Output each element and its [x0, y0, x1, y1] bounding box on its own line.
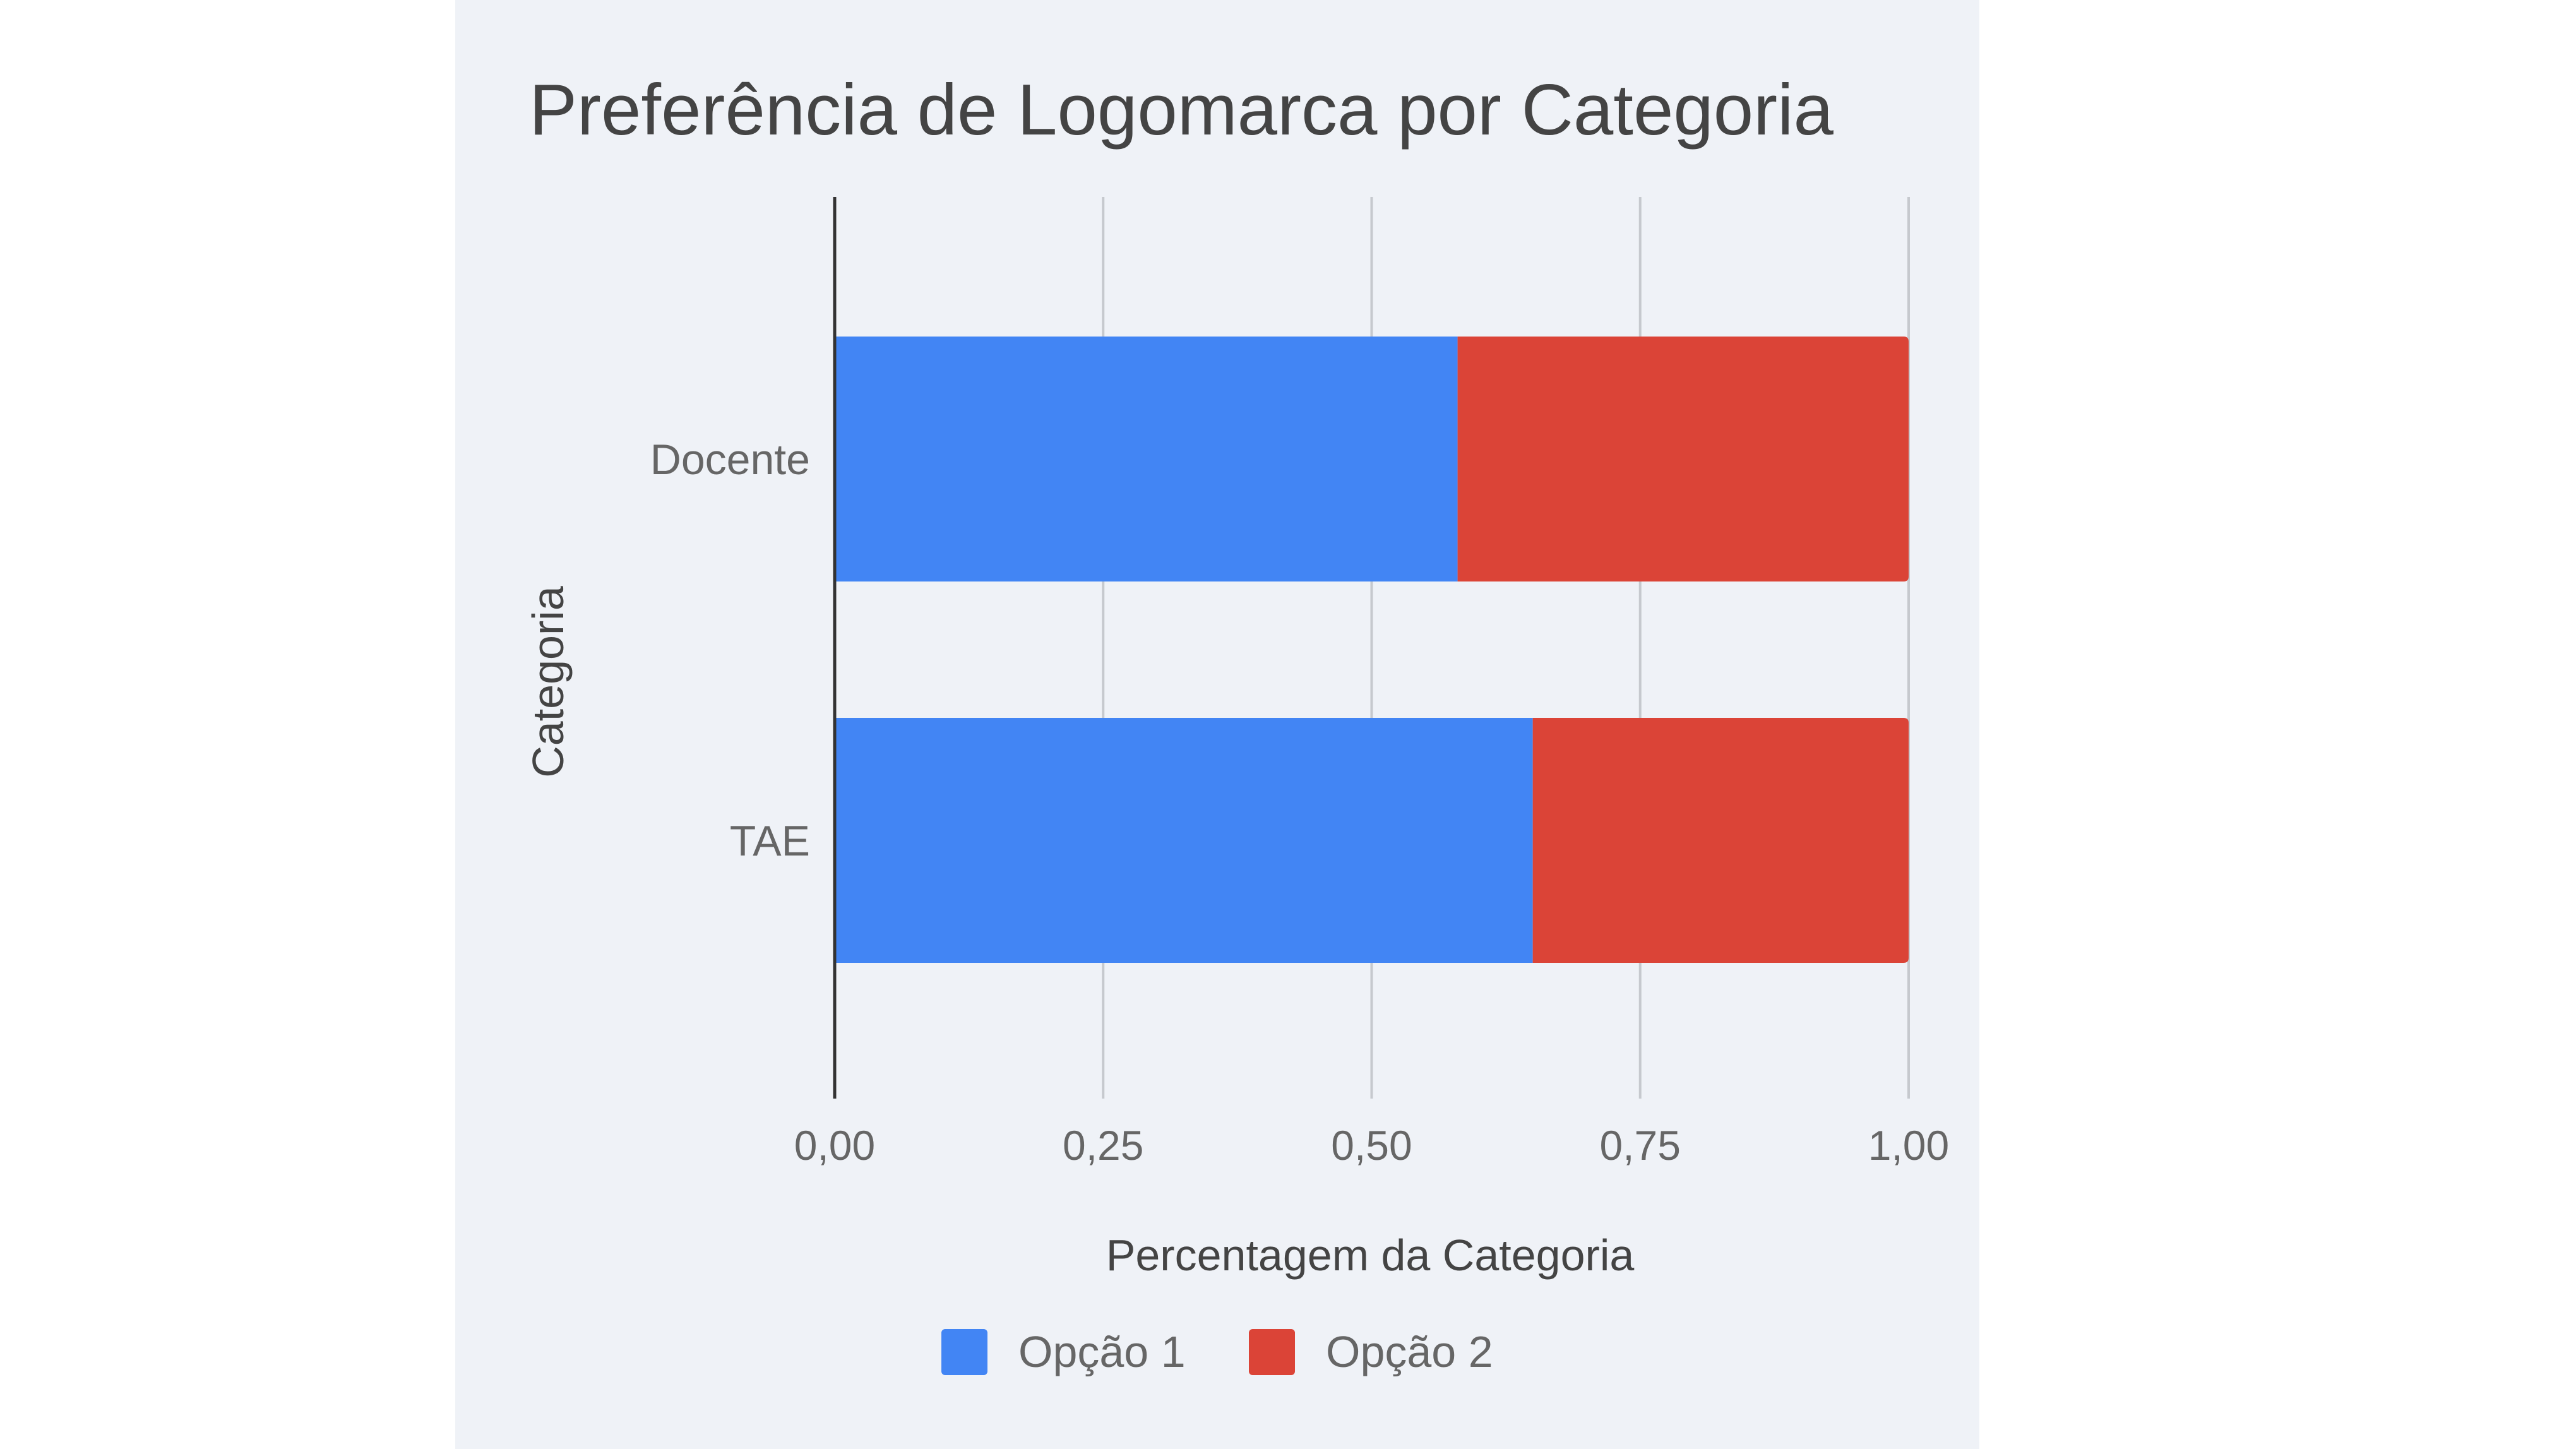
- bar-segment: [1532, 718, 1909, 963]
- x-tick-label: 0,75: [1600, 1122, 1681, 1169]
- category-labels: Docente TAE: [650, 436, 810, 865]
- x-tick-labels: 0,00 0,25 0,50 0,75 1,00: [794, 1122, 1949, 1169]
- x-axis-title: Percentagem da Categoria: [1106, 1231, 1635, 1280]
- category-label: Docente: [650, 436, 810, 484]
- x-tick-label: 1,00: [1868, 1122, 1949, 1169]
- x-tick-label: 0,25: [1063, 1122, 1143, 1169]
- x-tick-label: 0,00: [794, 1122, 875, 1169]
- bar-segment: [835, 718, 1533, 963]
- bar-segment: [835, 337, 1458, 581]
- y-axis-title: Categoria: [523, 586, 573, 778]
- legend-label: Opção 1: [1018, 1327, 1186, 1376]
- legend-label: Opção 2: [1326, 1327, 1493, 1376]
- legend-swatch: [1249, 1329, 1295, 1375]
- category-label: TAE: [730, 817, 810, 865]
- bars: [835, 337, 1909, 963]
- chart-title: Preferência de Logomarca por Categoria: [529, 70, 1834, 150]
- legend: Opção 1 Opção 2: [941, 1327, 1493, 1376]
- legend-swatch: [941, 1329, 987, 1375]
- x-tick-label: 0,50: [1331, 1122, 1412, 1169]
- bar-segment: [1457, 337, 1909, 581]
